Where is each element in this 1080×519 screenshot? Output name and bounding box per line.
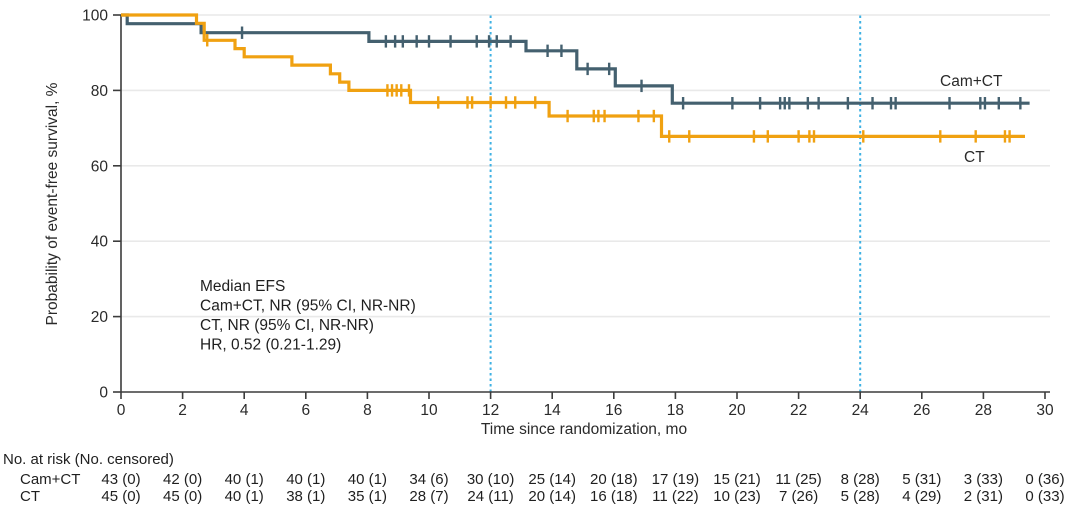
reference-lines-layer	[489, 15, 862, 392]
x-tick-label-28: 28	[975, 402, 992, 419]
x-tick-label-22: 22	[790, 402, 807, 419]
x-tick-label-0: 0	[117, 402, 126, 419]
annotation-line-4: HR, 0.52 (0.21-1.29)	[200, 337, 341, 354]
risk-cell: 8 (28)	[840, 471, 880, 488]
y-tick-label-0: 0	[99, 385, 108, 402]
risk-cell: 20 (14)	[528, 488, 576, 505]
risk-cell: 4 (29)	[902, 488, 942, 505]
x-tick-label-2: 2	[178, 402, 187, 419]
x-tick-label-26: 26	[913, 402, 930, 419]
x-tick-label-14: 14	[544, 402, 562, 419]
y-tick-label-100: 100	[82, 8, 108, 25]
risk-cell: 20 (18)	[590, 471, 638, 488]
risk-cell: 10 (23)	[713, 488, 761, 505]
curve-label-ct: CT	[964, 149, 985, 166]
risk-cell: 40 (1)	[224, 471, 264, 488]
x-tick-label-12: 12	[482, 402, 499, 419]
risk-cell: 40 (1)	[347, 471, 387, 488]
risk-cell: 3 (33)	[963, 471, 1003, 488]
risk-cell: 38 (1)	[286, 488, 326, 505]
gridlines-layer	[121, 14, 1050, 318]
y-tick-label-60: 60	[91, 158, 109, 175]
risk-cell: 7 (26)	[779, 488, 819, 505]
y-axis-title: Probability of event-free survival, %	[44, 82, 61, 325]
y-tick-label-80: 80	[91, 83, 109, 100]
x-tick-label-6: 6	[301, 402, 310, 419]
risk-cell: 24 (11)	[467, 488, 514, 505]
risk-cell: 45 (0)	[163, 488, 203, 505]
risk-cell: 0 (36)	[1025, 471, 1065, 488]
annotation-line-3: CT, NR (95% CI, NR-NR)	[200, 317, 374, 334]
x-tick-label-18: 18	[667, 402, 684, 419]
survival-curve-cam-ct	[121, 13, 1030, 105]
risk-cell: 25 (14)	[528, 471, 576, 488]
risk-row-label-ct: CT	[20, 488, 40, 505]
risk-cell: 35 (1)	[347, 488, 387, 505]
risk-row-label-cam-ct: Cam+CT	[20, 471, 81, 488]
x-tick-label-24: 24	[852, 402, 870, 419]
risk-cell: 43 (0)	[101, 471, 141, 488]
risk-table-header: No. at risk (No. censored)	[3, 451, 174, 468]
risk-cell: 0 (33)	[1025, 488, 1065, 505]
x-tick-label-10: 10	[420, 402, 438, 419]
risk-cell: 30 (10)	[466, 471, 515, 488]
risk-cell: 5 (28)	[840, 488, 880, 505]
risk-cell: 42 (0)	[163, 471, 203, 488]
risk-cell: 15 (21)	[713, 471, 761, 488]
risk-cell: 34 (6)	[409, 471, 449, 488]
risk-cell: 11 (22)	[652, 488, 699, 505]
median-efs-annotation: Median EFS Cam+CT, NR (95% CI, NR-NR) CT…	[200, 278, 416, 354]
risk-cell: 2 (31)	[963, 488, 1003, 505]
risk-cell: 17 (19)	[651, 471, 700, 488]
risk-cell: 45 (0)	[101, 488, 141, 505]
survival-curve-ct	[121, 13, 1025, 138]
risk-cell: 11 (25)	[775, 471, 822, 488]
risk-cell: 40 (1)	[286, 471, 326, 488]
annotation-line-1: Median EFS	[200, 278, 285, 295]
x-tick-label-8: 8	[363, 402, 372, 419]
risk-cell: 40 (1)	[224, 488, 264, 505]
annotation-line-2: Cam+CT, NR (95% CI, NR-NR)	[200, 298, 416, 315]
risk-cell: 16 (18)	[590, 488, 638, 505]
x-tick-label-20: 20	[728, 402, 746, 419]
x-tick-label-30: 30	[1036, 402, 1054, 419]
risk-cell: 28 (7)	[409, 488, 449, 505]
x-axis-title: Time since randomization, mo	[481, 421, 687, 438]
x-tick-label-4: 4	[240, 402, 249, 419]
y-tick-label-40: 40	[91, 234, 109, 251]
x-tick-label-16: 16	[605, 402, 622, 419]
curves-layer	[121, 13, 1030, 143]
curve-label-cam-ct: Cam+CT	[940, 73, 1003, 90]
y-tick-label-20: 20	[91, 309, 109, 326]
risk-cell: 5 (31)	[902, 471, 942, 488]
